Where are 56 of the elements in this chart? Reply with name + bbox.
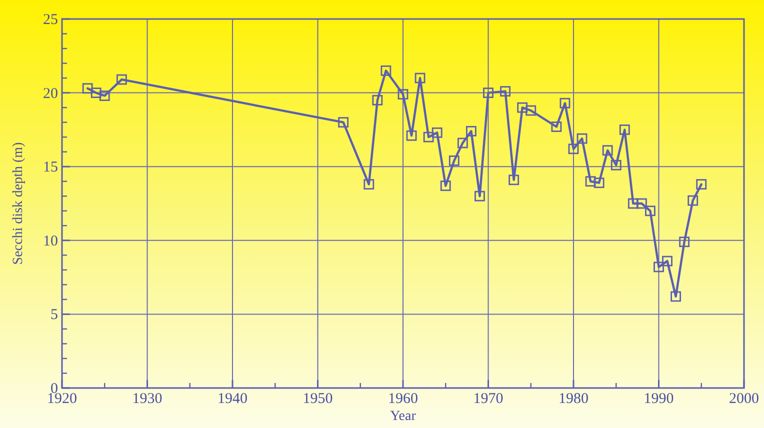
point (679, 236, 690, 248)
point (372, 94, 383, 106)
point (380, 65, 392, 76)
point (654, 262, 664, 272)
point (483, 88, 494, 98)
y-tick-label: 20 (43, 86, 58, 102)
x-tick-label: 1990 (644, 391, 674, 407)
point (90, 88, 102, 98)
point (364, 179, 374, 190)
x-tick-label: 1960 (388, 391, 418, 407)
point (645, 206, 656, 216)
y-tick-label: 25 (43, 12, 58, 28)
point (628, 198, 638, 209)
point (585, 176, 596, 187)
point (99, 90, 110, 101)
x-tick-label: 1970 (473, 391, 504, 407)
x-tick-label: 1980 (558, 391, 588, 407)
point (432, 127, 442, 138)
x-axis-title: Year (390, 409, 416, 424)
x-tick-label: 2000 (729, 391, 759, 407)
point (406, 130, 417, 141)
point (551, 122, 562, 132)
point (526, 105, 536, 116)
point (568, 144, 579, 154)
point (517, 102, 528, 113)
point (414, 72, 426, 84)
point (116, 74, 127, 85)
y-tick-label: 15 (43, 160, 58, 176)
point (610, 160, 622, 170)
point (440, 180, 451, 191)
y-tick-label: 5 (50, 307, 58, 324)
point (576, 133, 588, 144)
point (448, 155, 460, 166)
point (662, 256, 672, 266)
point (398, 89, 408, 100)
point (457, 138, 468, 148)
y-tick-label: 10 (43, 233, 58, 250)
point (688, 195, 698, 206)
point (338, 117, 349, 128)
point (466, 126, 476, 136)
point (474, 190, 485, 202)
y-axis-title: Secchi disk depth (m) (11, 142, 26, 265)
point (670, 291, 681, 302)
point (696, 179, 707, 190)
point (560, 98, 570, 108)
point (500, 86, 510, 97)
point (594, 178, 604, 188)
point (508, 174, 520, 186)
x-tick-label: 1950 (302, 391, 333, 407)
point (423, 132, 434, 142)
point (82, 83, 93, 94)
x-tick-label: 1940 (218, 391, 248, 407)
point (619, 124, 630, 135)
x-tick-label: 1930 (132, 391, 162, 407)
point (636, 198, 647, 209)
point (602, 145, 613, 156)
